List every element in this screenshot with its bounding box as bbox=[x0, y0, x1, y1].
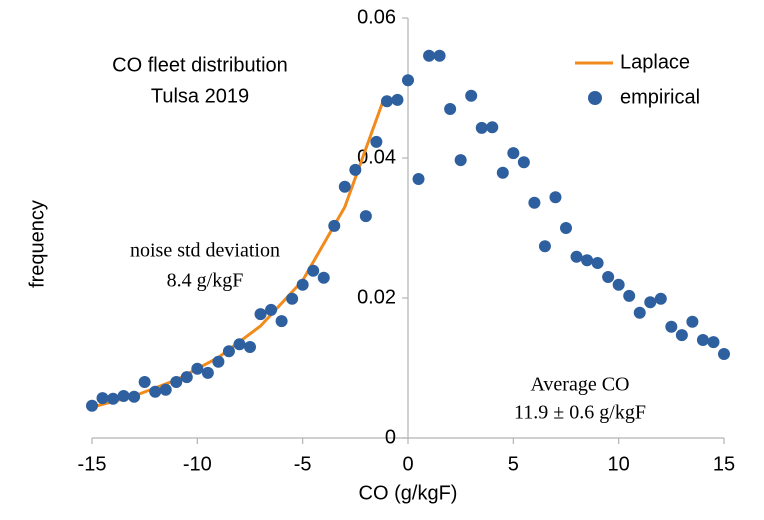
data-point bbox=[633, 306, 646, 319]
data-point bbox=[486, 121, 499, 134]
chart-subtitle: Tulsa 2019 bbox=[151, 85, 249, 107]
data-point bbox=[560, 222, 572, 234]
data-point bbox=[107, 392, 120, 405]
x-tick-label: 5 bbox=[508, 453, 519, 475]
annotation: 8.4 g/kgF bbox=[167, 270, 244, 292]
data-point bbox=[391, 93, 404, 106]
data-point bbox=[296, 278, 309, 291]
data-point bbox=[380, 95, 393, 108]
data-point bbox=[538, 240, 551, 253]
data-point bbox=[570, 250, 583, 263]
data-point bbox=[233, 338, 246, 351]
data-point bbox=[528, 196, 541, 209]
data-point bbox=[244, 341, 256, 353]
annotation: noise std deviation bbox=[130, 240, 280, 262]
data-point bbox=[96, 392, 109, 405]
data-point bbox=[170, 376, 183, 388]
data-point bbox=[307, 264, 320, 277]
annotation: Average CO bbox=[530, 374, 629, 396]
data-point bbox=[433, 49, 446, 62]
data-point bbox=[328, 219, 341, 232]
data-point bbox=[612, 278, 625, 291]
data-point bbox=[444, 103, 457, 115]
data-point bbox=[191, 362, 204, 375]
data-point bbox=[402, 74, 414, 87]
data-point bbox=[275, 315, 288, 328]
data-point bbox=[696, 334, 709, 346]
data-point bbox=[286, 292, 299, 305]
data-point bbox=[549, 191, 562, 204]
data-point bbox=[370, 135, 383, 148]
data-point bbox=[517, 156, 530, 169]
legend-label: Laplace bbox=[620, 51, 690, 73]
data-point bbox=[128, 390, 141, 403]
data-point bbox=[254, 308, 267, 321]
x-tick-label: -15 bbox=[78, 453, 107, 475]
data-point bbox=[349, 163, 362, 176]
y-tick-label: 0.04 bbox=[357, 146, 396, 168]
y-tick-label: 0 bbox=[385, 426, 396, 448]
data-point bbox=[465, 89, 478, 102]
data-point bbox=[317, 271, 330, 284]
data-point bbox=[359, 210, 372, 223]
data-point bbox=[212, 355, 225, 368]
data-point bbox=[86, 399, 98, 412]
data-point bbox=[644, 296, 657, 309]
data-point bbox=[159, 383, 172, 396]
data-point bbox=[507, 147, 520, 160]
data-point bbox=[265, 303, 278, 316]
data-point bbox=[675, 329, 688, 342]
x-tick-label: 10 bbox=[608, 453, 630, 475]
data-point bbox=[686, 315, 699, 328]
y-tick-label: 0.06 bbox=[357, 6, 396, 28]
data-point bbox=[707, 336, 720, 349]
data-point bbox=[201, 366, 214, 379]
data-point bbox=[623, 289, 636, 302]
data-point bbox=[581, 254, 594, 267]
data-point bbox=[454, 154, 467, 167]
legend-label: empirical bbox=[620, 86, 700, 108]
y-axis-label: frequency bbox=[26, 200, 48, 288]
data-point bbox=[117, 390, 130, 402]
annotation: 11.9 ± 0.6 g/kgF bbox=[514, 402, 646, 424]
data-point bbox=[591, 257, 604, 269]
x-tick-label: -5 bbox=[294, 453, 312, 475]
x-tick-label: 0 bbox=[402, 453, 413, 475]
data-point bbox=[149, 385, 162, 398]
data-point bbox=[138, 376, 151, 388]
data-point bbox=[423, 49, 436, 62]
data-point bbox=[222, 345, 235, 358]
y-tick-label: 0.02 bbox=[357, 286, 396, 308]
data-point bbox=[475, 121, 488, 134]
data-point bbox=[180, 371, 193, 384]
data-point bbox=[602, 271, 615, 283]
data-point bbox=[718, 348, 730, 360]
x-tick-label: -10 bbox=[183, 453, 212, 475]
data-point bbox=[496, 166, 509, 179]
legend-swatch bbox=[588, 91, 602, 105]
data-point bbox=[654, 292, 667, 305]
x-tick-label: 15 bbox=[713, 453, 735, 475]
data-point bbox=[338, 180, 351, 193]
data-point bbox=[412, 173, 425, 185]
data-point bbox=[665, 320, 678, 333]
x-axis-label: CO (g/kgF) bbox=[359, 482, 458, 504]
chart-title: CO fleet distribution bbox=[112, 54, 288, 76]
